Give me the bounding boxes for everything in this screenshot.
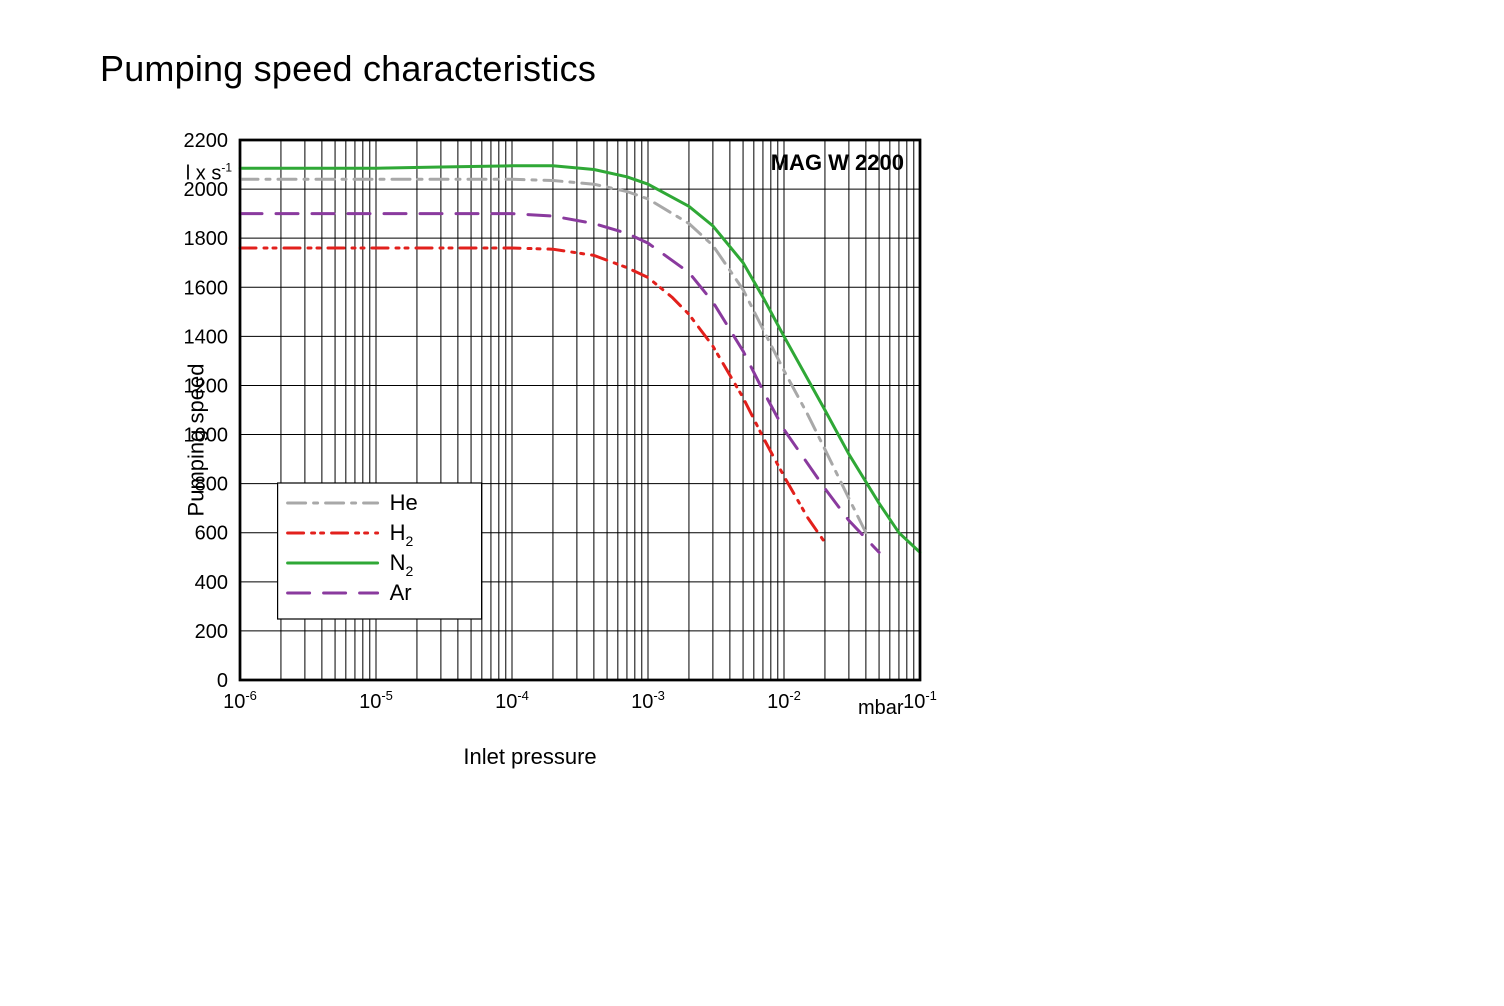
y-tick-label: 1800 xyxy=(184,228,229,250)
x-tick-label: 10-5 xyxy=(359,688,393,713)
page: Pumping speed characteristics Pumping sp… xyxy=(0,0,1504,1006)
legend-label-ar: Ar xyxy=(390,580,412,605)
x-tick-label: 10-3 xyxy=(631,688,665,713)
chart-svg: 0200400600800100012001400160018002000220… xyxy=(110,120,950,740)
page-title: Pumping speed characteristics xyxy=(100,48,596,90)
legend-box xyxy=(278,483,482,619)
y-tick-label: 2200 xyxy=(184,130,229,152)
x-tick-label: 10-1 xyxy=(903,688,937,713)
y-tick-label: 400 xyxy=(195,572,228,594)
y-tick-label: 600 xyxy=(195,523,228,545)
model-label: MAG W 2200 xyxy=(771,150,904,175)
y-axis-label: Pumping speed xyxy=(183,364,209,517)
y-tick-label: 1600 xyxy=(184,277,229,299)
y-tick-label: 200 xyxy=(195,621,228,643)
chart-container: Pumping speed 02004006008001000120014001… xyxy=(110,120,950,760)
y-tick-label: 1400 xyxy=(184,326,229,348)
y-tick-label: 0 xyxy=(217,670,228,692)
x-tick-label: 10-2 xyxy=(767,688,801,713)
x-unit-label: mbar xyxy=(858,697,904,719)
x-tick-label: 10-6 xyxy=(223,688,257,713)
x-axis-label: Inlet pressure xyxy=(463,744,596,770)
legend-label-he: He xyxy=(390,490,418,515)
x-tick-label: 10-4 xyxy=(495,688,529,713)
